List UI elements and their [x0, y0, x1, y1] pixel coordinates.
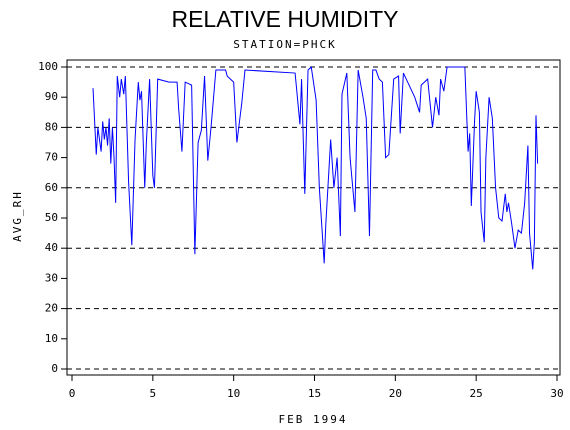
y-tick-label: 80 [45, 120, 58, 133]
x-tick-label: 5 [150, 387, 157, 400]
y-tick-label: 60 [45, 181, 58, 194]
chart-title: RELATIVE HUMIDITY [171, 6, 398, 32]
y-tick-label: 90 [45, 90, 58, 103]
y-tick-label: 100 [38, 60, 58, 73]
y-tick-label: 0 [51, 362, 58, 375]
x-tick-label: 10 [227, 387, 240, 400]
plot-frame [66, 59, 561, 376]
x-tick-label: 20 [389, 387, 402, 400]
x-tick-label: 25 [470, 387, 483, 400]
y-axis-label: AVG_RH [11, 190, 24, 242]
y-tick-label: 40 [45, 241, 58, 254]
x-tick-label: 0 [69, 387, 76, 400]
chart-subtitle: STATION=PHCK [233, 38, 336, 51]
x-axis-label: FEB 1994 [279, 413, 348, 426]
x-tick-label: 15 [308, 387, 321, 400]
y-tick-label: 20 [45, 302, 58, 315]
y-tick-label: 50 [45, 211, 58, 224]
x-tick-label: 30 [550, 387, 563, 400]
data-line [92, 65, 539, 270]
y-tick-label: 30 [45, 271, 58, 284]
y-tick-label: 10 [45, 332, 58, 345]
y-tick-label: 70 [45, 151, 58, 164]
